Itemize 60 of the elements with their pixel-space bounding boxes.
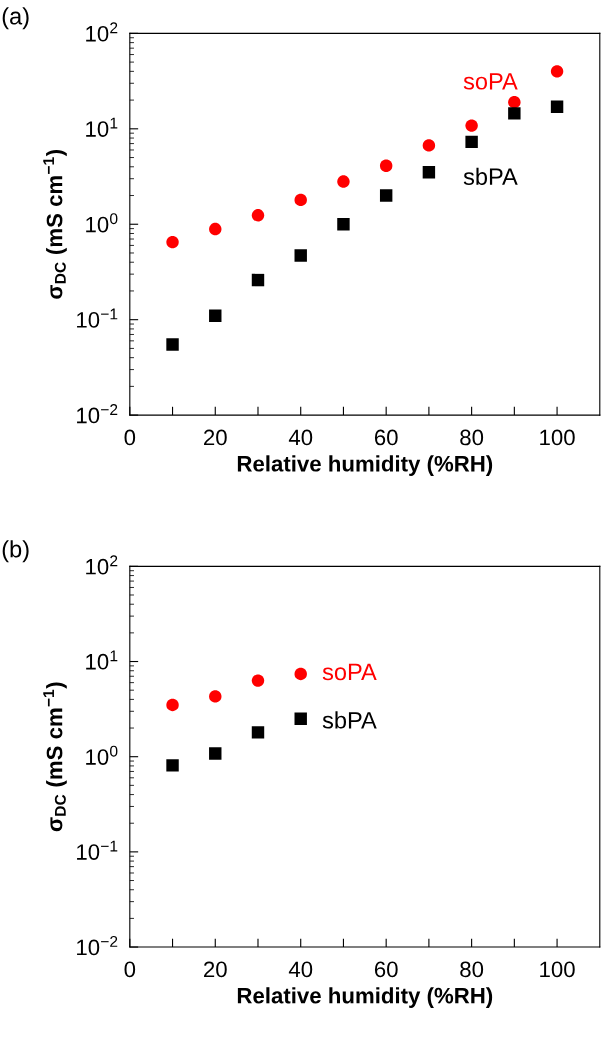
- series-label: sbPA: [463, 167, 518, 186]
- chart-title: (a): [2, 7, 29, 30]
- x-tick-label: 80: [460, 429, 484, 446]
- point: [550, 100, 564, 114]
- point: [166, 235, 179, 249]
- x-tick-label: 80: [460, 961, 484, 978]
- y-tick-label: 10$^{0}$: [86, 213, 118, 233]
- x-axis-title: Relative humidity (%RH): [237, 987, 493, 1008]
- y-tick-label: 10$^{−1}$: [77, 840, 118, 860]
- y-axis-title: σ$_{DC}$ (mS cm$^{−1}$): [43, 682, 67, 832]
- point: [422, 139, 436, 152]
- point: [379, 159, 393, 172]
- x-tick-label: 100: [540, 429, 575, 446]
- y-tick-label: 10$^{1}$: [86, 650, 118, 670]
- y-tick-label: 10$^{−2}$: [77, 404, 118, 424]
- point: [379, 189, 393, 202]
- x-tick-label: 0: [124, 961, 136, 978]
- series-label: soPA: [322, 663, 377, 681]
- x-tick-label: 40: [288, 429, 313, 446]
- x-tick-label: 20: [204, 429, 227, 446]
- y-tick-label: 10$^{0}$: [86, 745, 118, 765]
- chart-title: (b): [2, 540, 29, 563]
- x-axis-title: Relative humidity (%RH): [237, 455, 493, 476]
- point: [209, 690, 222, 703]
- point: [166, 759, 179, 772]
- point: [294, 712, 307, 726]
- x-tick-label: 60: [374, 429, 398, 446]
- point: [209, 222, 222, 236]
- point: [166, 698, 179, 712]
- point: [465, 135, 478, 149]
- point: [251, 674, 265, 687]
- y-tick-label: 10$^{−1}$: [77, 308, 118, 328]
- point: [251, 209, 265, 222]
- point: [251, 726, 265, 739]
- x-tick-label: 20: [204, 961, 227, 978]
- point: [337, 218, 350, 231]
- point: [294, 249, 307, 262]
- y-axis-title: σ$_{DC}$ (mS cm$^{−1}$): [43, 149, 67, 299]
- point: [251, 273, 265, 287]
- point: [166, 338, 179, 351]
- point: [508, 107, 521, 120]
- point: [294, 667, 307, 681]
- point: [465, 119, 478, 132]
- x-tick-label: 0: [124, 429, 136, 446]
- point: [422, 166, 436, 179]
- point: [209, 747, 222, 760]
- y-tick-label: 10$^{2}$: [86, 555, 118, 575]
- x-tick-label: 60: [374, 961, 398, 978]
- series-label: soPA: [463, 73, 518, 90]
- y-tick-label: 10$^{−2}$: [77, 935, 118, 956]
- point: [508, 96, 521, 109]
- y-tick-label: 10$^{1}$: [86, 117, 118, 137]
- point: [294, 193, 307, 207]
- series-label: sbPA: [322, 711, 377, 729]
- point: [209, 309, 222, 322]
- y-tick-label: 10$^{2}$: [86, 22, 118, 42]
- point: [550, 65, 564, 78]
- x-tick-label: 100: [540, 961, 575, 978]
- point: [337, 175, 350, 188]
- x-tick-label: 40: [288, 961, 313, 978]
